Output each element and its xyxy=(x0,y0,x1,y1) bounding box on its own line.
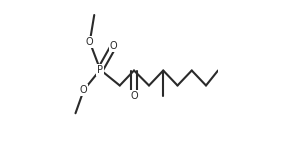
Text: O: O xyxy=(80,85,88,95)
Text: O: O xyxy=(130,91,138,101)
Text: O: O xyxy=(86,37,94,47)
Text: O: O xyxy=(110,41,118,51)
Text: P: P xyxy=(97,65,103,75)
